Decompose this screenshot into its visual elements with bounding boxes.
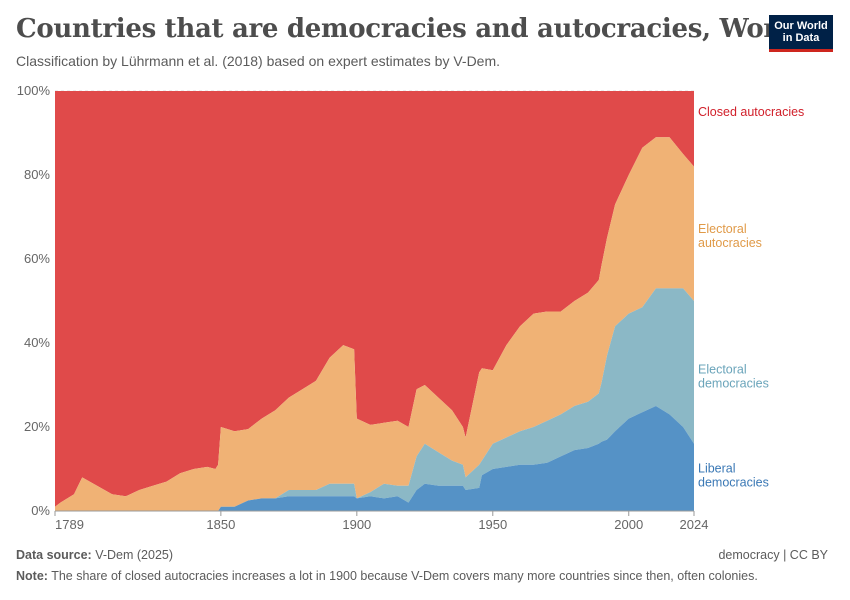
- area-closed-autocracies[interactable]: [55, 91, 694, 507]
- x-tick-label: 1789: [55, 517, 84, 530]
- series-label-line: democracies: [698, 377, 769, 391]
- logo-accent-bar: [769, 49, 833, 52]
- area-layer: [55, 91, 694, 511]
- x-tick-label: 2024: [680, 517, 709, 530]
- logo-line-1: Our World: [774, 20, 828, 32]
- x-tick-label: 2000: [614, 517, 643, 530]
- series-label-electoral-autocracies[interactable]: Electoral autocracies: [698, 222, 762, 250]
- x-tick-label: 1850: [206, 517, 235, 530]
- series-label-line: Liberal: [698, 461, 736, 475]
- data-source: Data source: V-Dem (2025): [16, 548, 173, 562]
- x-tick-label: 1900: [342, 517, 371, 530]
- topic-link[interactable]: democracy: [718, 548, 780, 562]
- x-tick-label: 1950: [478, 517, 507, 530]
- y-tick-label: 20%: [24, 419, 50, 434]
- chart-title: Countries that are democracies and autoc…: [16, 14, 805, 44]
- series-label-closed-autocracies[interactable]: Closed autocracies: [698, 105, 804, 119]
- data-source-label: Data source:: [16, 548, 92, 562]
- series-label-line: democracies: [698, 475, 769, 489]
- chart-note: Note: The share of closed autocracies in…: [16, 569, 758, 583]
- axis-layer: 0% 20% 40% 60% 80% 100% 1789 1850 1900 1950 2000 20…: [17, 83, 709, 530]
- series-label-line: Electoral: [698, 363, 747, 377]
- y-tick-label: 40%: [24, 335, 50, 350]
- series-label-line: Closed autocracies: [698, 105, 804, 119]
- note-label: Note:: [16, 569, 48, 583]
- series-label-line: Electoral: [698, 222, 747, 236]
- series-label-liberal-democracies[interactable]: Liberal democracies: [698, 461, 769, 489]
- area-liberal-democracies[interactable]: [55, 406, 694, 511]
- series-label-line: autocracies: [698, 236, 762, 250]
- area-electoral-democracies[interactable]: [55, 288, 694, 511]
- y-tick-label: 100%: [17, 83, 51, 98]
- logo-line-2: in Data: [782, 32, 820, 44]
- data-source-value: V-Dem (2025): [95, 548, 174, 562]
- y-tick-label: 60%: [24, 251, 50, 266]
- y-tick-label: 0%: [31, 503, 50, 518]
- stacked-area-chart: 0% 20% 40% 60% 80% 100% 1789 1850 1900 1950 2000 20…: [17, 83, 805, 530]
- footer-links: democracy | CC BY: [718, 548, 828, 562]
- license-link[interactable]: CC BY: [789, 548, 828, 562]
- footer-separator: |: [783, 548, 787, 562]
- y-tick-label: 80%: [24, 167, 50, 182]
- area-electoral-autocracies[interactable]: [55, 137, 694, 511]
- note-text: The share of closed autocracies increase…: [51, 569, 758, 583]
- series-label-electoral-democracies[interactable]: Electoral democracies: [698, 363, 769, 391]
- chart-subtitle: Classification by Lührmann et al. (2018)…: [16, 53, 501, 69]
- our-world-in-data-logo[interactable]: Our World in Data: [769, 15, 833, 52]
